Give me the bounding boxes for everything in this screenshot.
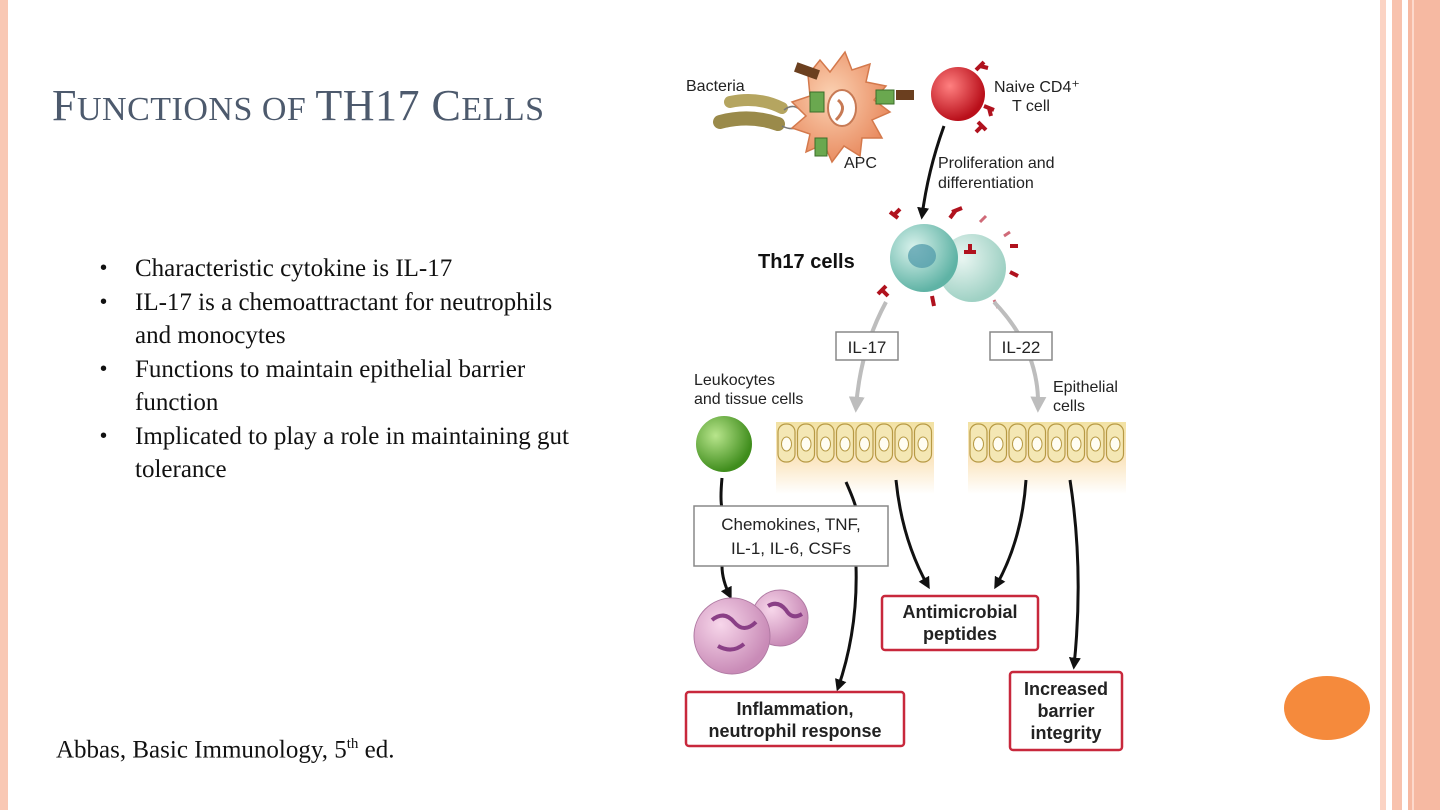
epithelial-nucleus <box>1070 436 1082 452</box>
title-part: UNCTIONS OF <box>76 91 316 128</box>
orange-circle-decoration <box>1284 676 1370 740</box>
arrow-leukocyte-down <box>719 477 724 509</box>
neutrophil-cells <box>693 589 809 675</box>
label-cytokines: IL-1, IL-6, CSFs <box>731 539 851 558</box>
bullet-item: Functions to maintain epithelial barrier… <box>100 353 580 420</box>
epithelial-nucleus <box>1012 436 1023 452</box>
label-th17-cells: Th17 cells <box>758 251 855 273</box>
epithelial-nucleus <box>973 436 984 452</box>
arrow-right-to-antimicrobial <box>994 479 1028 590</box>
slide-title: FUNCTIONS OF TH17 CELLS <box>52 80 545 131</box>
inflammation-box <box>684 690 906 748</box>
label-epithelial: Epithelial <box>1053 379 1118 396</box>
epithelial-nucleus <box>859 436 870 452</box>
barrier-box <box>1008 670 1124 752</box>
label-epithelial-cells: cells <box>1053 398 1085 415</box>
epithelial-nucleus <box>1051 436 1062 452</box>
right-accent-stripe-2 <box>1392 0 1402 810</box>
epithelial-nucleus <box>992 436 1004 452</box>
bacteria-illustration <box>713 94 803 131</box>
label-chemokines: Chemokines, TNF, <box>721 515 861 534</box>
label-naive-cd4: Naive CD4⁺ <box>994 79 1080 96</box>
th17-functions-diagram: Bacteria APC Naive CD4⁺ T cell Prolifera… <box>684 50 1126 752</box>
label-increased: Increased <box>1024 679 1108 699</box>
arrow-proliferation <box>917 125 946 220</box>
th17-cells <box>876 206 1019 309</box>
citation-text: Abbas, Basic Immunology, 5 <box>56 736 347 764</box>
apc-cell <box>790 50 895 164</box>
epithelial-nucleus <box>800 436 812 452</box>
epithelium-right <box>968 422 1126 494</box>
title-part: TH17 C <box>315 81 462 130</box>
label-inflammation: Inflammation, <box>736 699 853 719</box>
il22-box <box>989 331 1053 361</box>
epithelium-left <box>776 422 934 494</box>
label-peptides: peptides <box>923 624 997 644</box>
antimicrobial-box <box>880 594 1040 652</box>
label-apc: APC <box>844 155 877 172</box>
citation: Abbas, Basic Immunology, 5th ed. <box>56 736 395 764</box>
label-barrier: barrier <box>1037 701 1094 721</box>
left-accent-stripe <box>0 0 8 810</box>
epithelial-nucleus <box>878 436 890 452</box>
title-part: ELLS <box>461 91 545 128</box>
epithelial-nucleus <box>820 436 831 452</box>
leukocyte-cell <box>696 416 752 472</box>
citation-suffix: ed. <box>358 736 395 764</box>
arrow-to-inflammation <box>835 565 858 692</box>
epithelial-nucleus <box>1109 436 1121 452</box>
label-neutrophil-response: neutrophil response <box>708 721 881 741</box>
right-accent-stripe-1 <box>1380 0 1386 810</box>
arrow-left-to-antimicrobial <box>894 479 930 590</box>
epithelial-nucleus <box>781 436 792 452</box>
bullet-item: Characteristic cytokine is IL-17 <box>100 252 580 286</box>
right-accent-stripe-4 <box>1412 0 1414 810</box>
label-integrity: integrity <box>1030 723 1101 743</box>
label-il17: IL-17 <box>848 338 887 357</box>
epithelial-nucleus <box>1031 436 1043 452</box>
arrow-to-neutrophils <box>720 565 732 600</box>
title-part: F <box>52 81 77 130</box>
label-bacteria: Bacteria <box>686 78 745 95</box>
epithelial-nucleus <box>1090 436 1101 452</box>
label-t-cell: T cell <box>1012 98 1050 115</box>
chemokines-box <box>693 505 889 567</box>
label-il22: IL-22 <box>1002 338 1041 357</box>
naive-t-cell <box>896 60 995 134</box>
label-proliferation: Proliferation and <box>938 155 1055 172</box>
label-tissue-cells: and tissue cells <box>694 391 803 408</box>
bullet-item: Implicated to play a role in maintaining… <box>100 420 580 487</box>
epithelial-nucleus <box>839 436 851 452</box>
label-leukocytes: Leukocytes <box>694 372 775 389</box>
arrow-to-barrier <box>1068 479 1081 670</box>
bullet-item: IL-17 is a chemoattractant for neutrophi… <box>100 286 580 353</box>
epithelial-nucleus <box>917 436 929 452</box>
epithelial-nucleus <box>898 436 909 452</box>
label-differentiation: differentiation <box>938 175 1034 192</box>
label-antimicrobial: Antimicrobial <box>902 602 1017 622</box>
citation-superscript: th <box>346 736 359 752</box>
il17-box <box>835 331 899 361</box>
